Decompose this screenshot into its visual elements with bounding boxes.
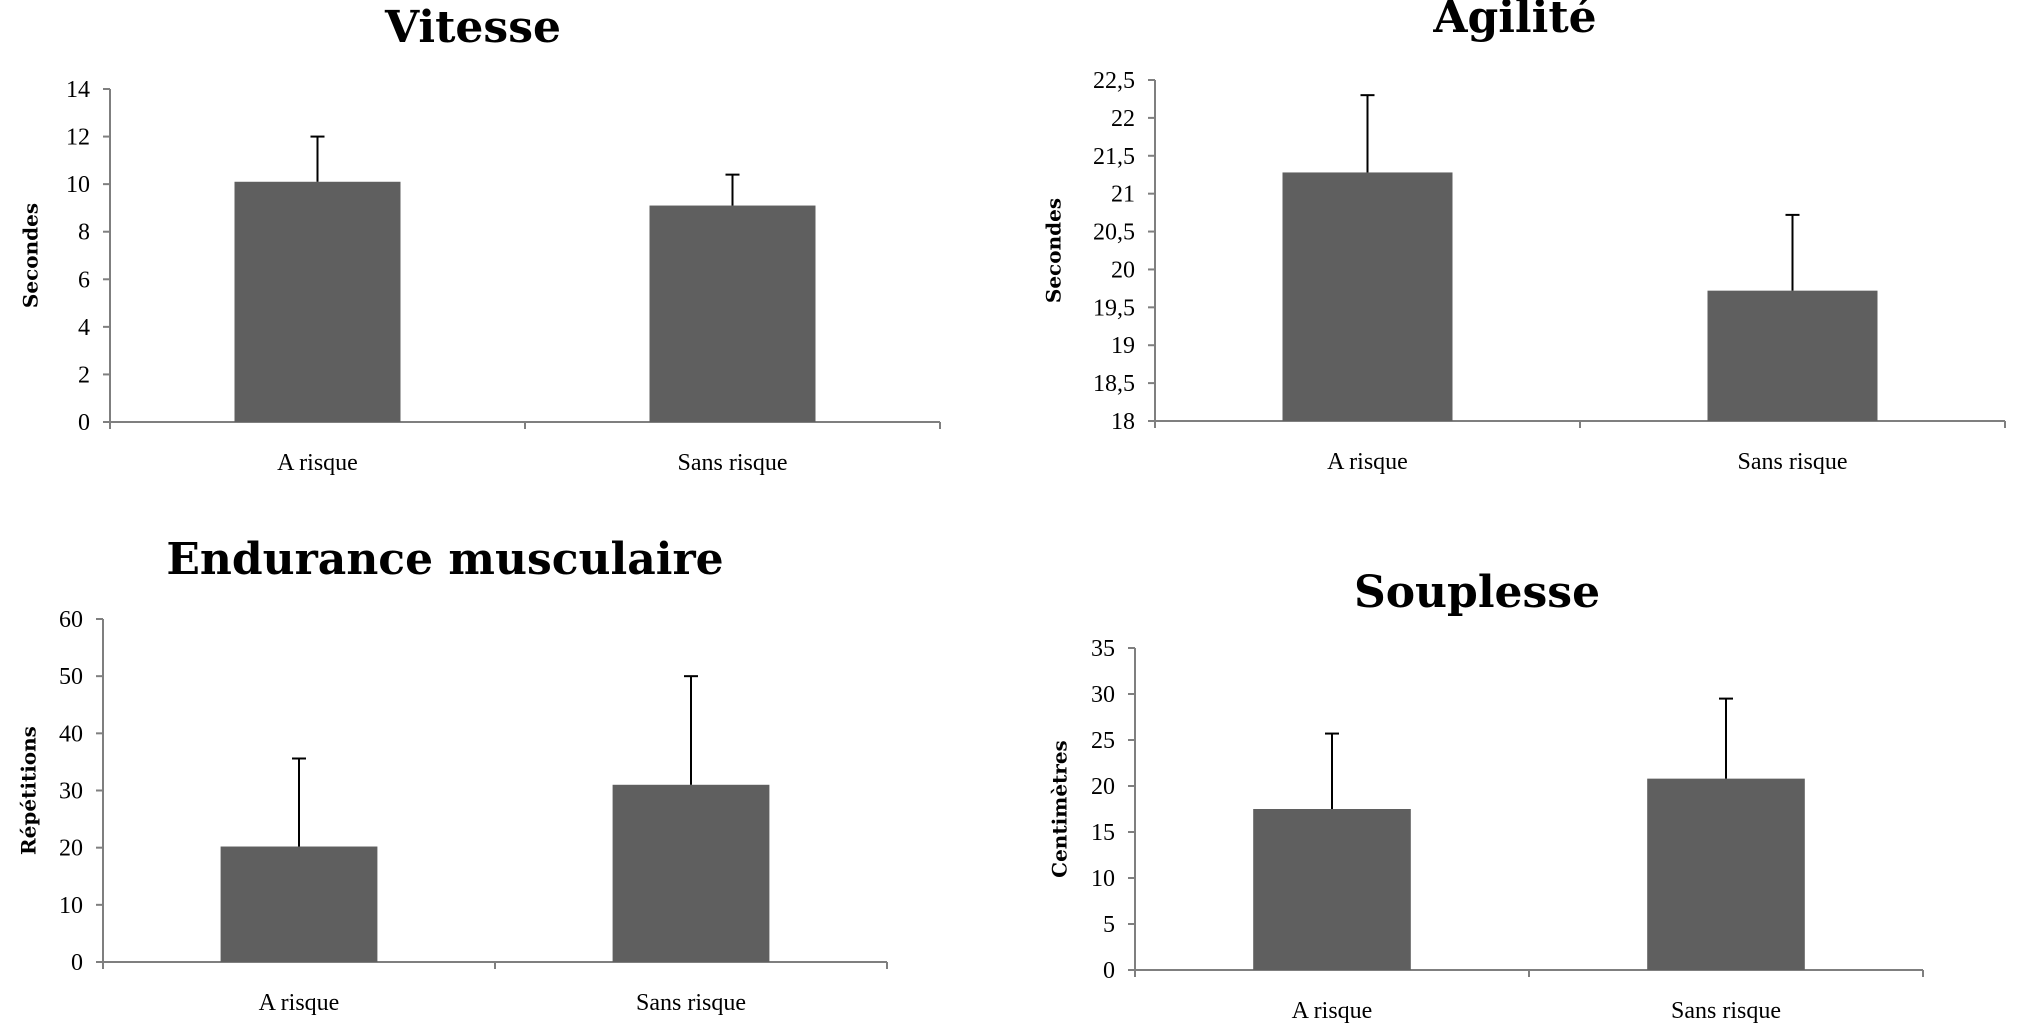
bar-2 bbox=[1707, 290, 1878, 421]
y-tick-label: 25 bbox=[1091, 728, 1115, 754]
y-tick-label: 18 bbox=[1111, 409, 1135, 435]
y-tick-label: 30 bbox=[59, 779, 83, 805]
y-tick-label: 60 bbox=[59, 607, 83, 633]
y-tick-label: 20,5 bbox=[1093, 220, 1135, 246]
category-label: Sans risque bbox=[636, 990, 746, 1016]
chart-title: Vitesse bbox=[384, 2, 561, 53]
chart-panel-3: Endurance musculaire Répétitions 0 10 20 30 40… bbox=[17, 534, 888, 1016]
category-label: Sans risque bbox=[678, 450, 788, 476]
y-tick-label: 30 bbox=[1091, 682, 1115, 708]
y-tick-label: 18,5 bbox=[1093, 371, 1135, 397]
y-tick-label: 22,5 bbox=[1093, 68, 1135, 94]
category-label: A risque bbox=[259, 990, 340, 1016]
y-tick-label: 10 bbox=[59, 893, 83, 919]
chart-panel-2: Agilité Secondes 18 18,5 19 19,5 20 20,5 21 21,5 2… bbox=[1042, 0, 2006, 475]
y-tick-label: 0 bbox=[71, 950, 83, 976]
chart-panel-4: Souplesse Centimètres 0 5 10 15 20 25 30 35 A risq… bbox=[1048, 567, 1924, 1023]
chart-panel-1: Vitesse Secondes 0 2 4 6 8 10 12 14 A risque Sans r… bbox=[19, 2, 941, 476]
y-tick-label: 19 bbox=[1111, 333, 1135, 359]
y-tick-label: 19,5 bbox=[1093, 295, 1135, 321]
y-tick-label: 22 bbox=[1111, 106, 1135, 132]
y-tick-label: 50 bbox=[59, 664, 83, 690]
bar-1 bbox=[1282, 172, 1453, 421]
bar-2 bbox=[612, 784, 770, 962]
bar-2 bbox=[1647, 778, 1805, 970]
y-tick-label: 2 bbox=[78, 362, 90, 388]
bar-1 bbox=[1253, 809, 1411, 970]
category-label: Sans risque bbox=[1738, 449, 1848, 475]
y-tick-label: 40 bbox=[59, 721, 83, 747]
y-tick-label: 8 bbox=[78, 220, 90, 246]
y-tick-label: 14 bbox=[66, 77, 90, 103]
y-tick-label: 35 bbox=[1091, 636, 1115, 662]
chart-title: Agilité bbox=[1432, 0, 1596, 43]
y-tick-label: 20 bbox=[1111, 257, 1135, 283]
chart-title: Endurance musculaire bbox=[166, 534, 723, 585]
y-tick-label: 0 bbox=[78, 410, 90, 436]
bar-1 bbox=[234, 181, 401, 422]
y-axis-label: Répétitions bbox=[17, 726, 41, 855]
y-tick-label: 10 bbox=[66, 172, 90, 198]
category-label: A risque bbox=[1292, 998, 1373, 1023]
y-tick-label: 15 bbox=[1091, 820, 1115, 846]
y-tick-label: 6 bbox=[78, 267, 90, 293]
y-tick-label: 4 bbox=[78, 315, 90, 341]
y-tick-label: 12 bbox=[66, 125, 90, 151]
category-label: Sans risque bbox=[1671, 998, 1781, 1023]
y-axis-label: Centimètres bbox=[1048, 740, 1072, 878]
y-axis-label: Secondes bbox=[19, 203, 43, 308]
y-tick-label: 21 bbox=[1111, 182, 1135, 208]
bar-1 bbox=[220, 846, 378, 962]
y-tick-label: 20 bbox=[1091, 774, 1115, 800]
y-tick-label: 0 bbox=[1103, 958, 1115, 984]
chart-title: Souplesse bbox=[1354, 567, 1600, 618]
y-tick-label: 21,5 bbox=[1093, 144, 1135, 170]
y-tick-label: 5 bbox=[1103, 912, 1115, 938]
y-axis-label: Secondes bbox=[1042, 198, 1066, 303]
category-label: A risque bbox=[1327, 449, 1408, 475]
y-tick-label: 10 bbox=[1091, 866, 1115, 892]
category-label: A risque bbox=[277, 450, 358, 476]
y-tick-label: 20 bbox=[59, 836, 83, 862]
bar-2 bbox=[649, 205, 816, 422]
